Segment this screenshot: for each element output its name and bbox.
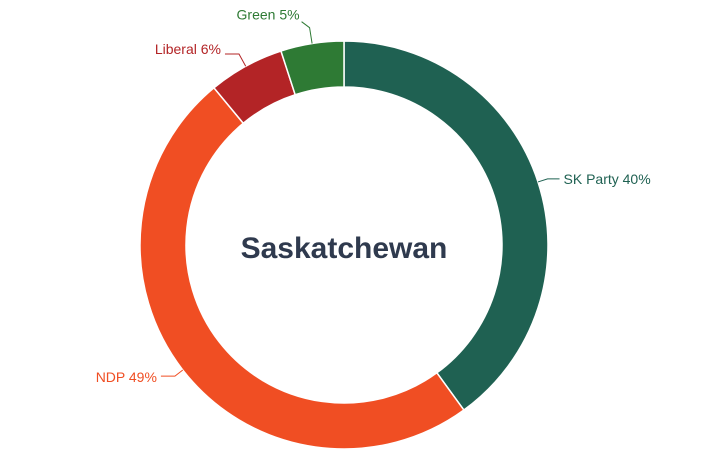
slice-green — [280, 40, 345, 96]
slice-sk-party — [343, 40, 549, 412]
chart-title: Saskatchewan — [241, 232, 448, 265]
leader-line-ndp — [160, 369, 184, 377]
leader-line-liberal — [224, 53, 247, 67]
slice-labels: SK Party 40% NDP 49% Liberal 6% Green 5% — [96, 7, 651, 385]
leader-line-green — [301, 21, 313, 44]
slice-label-ndp: NDP 49% — [96, 369, 157, 385]
slice-label-sk-party: SK Party 40% — [564, 171, 651, 187]
donut-slices — [139, 40, 549, 450]
slice-ndp — [139, 86, 465, 450]
slice-label-liberal: Liberal 6% — [155, 41, 221, 57]
leader-line-sk-party — [537, 178, 560, 183]
slice-label-green: Green 5% — [237, 7, 300, 23]
label-leader-lines — [160, 21, 560, 377]
